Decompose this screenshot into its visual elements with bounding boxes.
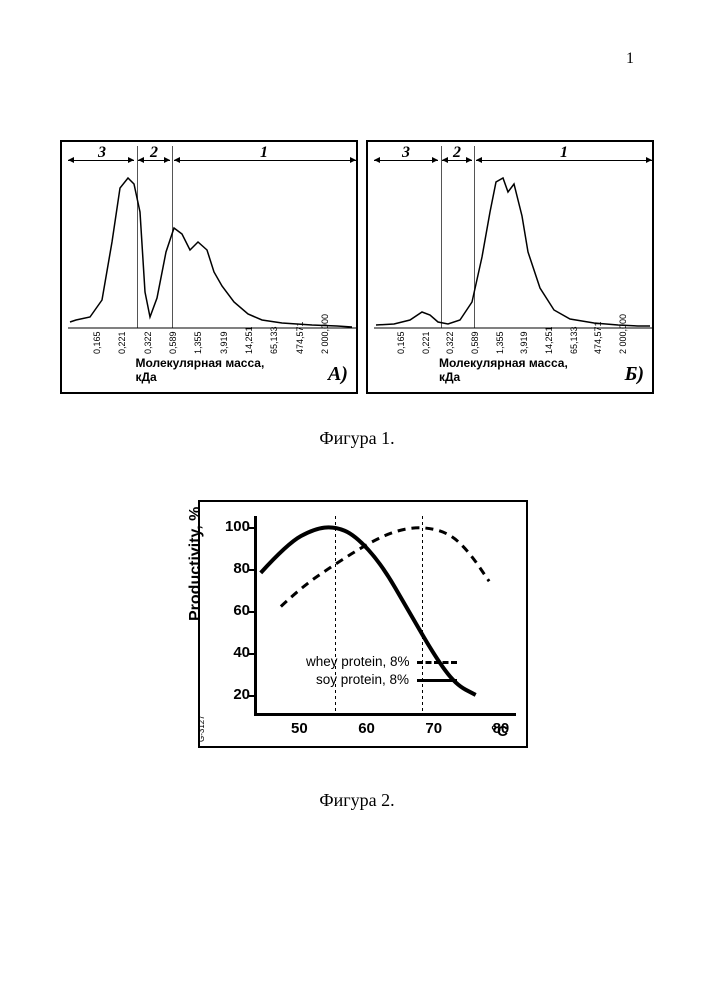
fig2-ytick: 20 bbox=[216, 686, 250, 703]
fig2-series-soy bbox=[261, 527, 476, 695]
x-tick: 2 000,000 bbox=[618, 314, 628, 354]
fig2-ytick: 80 bbox=[216, 560, 250, 577]
x-tick: 65,133 bbox=[269, 326, 279, 354]
legend-whey: whey protein, 8% bbox=[306, 654, 457, 669]
g-3127-label: G-3127 bbox=[197, 715, 206, 742]
fig2-ytick: 60 bbox=[216, 602, 250, 619]
fig2-xtick: 60 bbox=[358, 720, 375, 737]
legend-whey-line bbox=[417, 661, 457, 664]
x-tick: 0,589 bbox=[168, 331, 178, 354]
fig2-series-whey bbox=[281, 528, 489, 607]
legend-soy: soy protein, 8% bbox=[316, 672, 457, 687]
legend-soy-line bbox=[417, 679, 457, 682]
x-tick: 474,571 bbox=[295, 321, 305, 354]
panel-label-a: А) bbox=[328, 363, 348, 386]
fig2-ytick-mark bbox=[249, 695, 255, 697]
figure1-caption: Фигура 1. bbox=[319, 428, 394, 449]
x-axis-label-a: Молекулярная масса, кДа bbox=[135, 356, 282, 384]
x-ticks-a: 0,165 0,221 0,322 0,589 1,355 3,919 14,251 65,1… bbox=[62, 274, 356, 354]
x-tick: 2 000,000 bbox=[320, 314, 330, 354]
figure1: 3 2 1 0,1650,2210,3220,5891,3553,91914,2… bbox=[60, 140, 654, 394]
fig2-ytick-mark bbox=[249, 611, 255, 613]
x-tick: 14,251 bbox=[544, 326, 554, 354]
fig2-ytick-mark bbox=[249, 653, 255, 655]
figure2-caption: Фигура 2. bbox=[319, 790, 394, 811]
fig2-x-unit: °C bbox=[491, 723, 508, 740]
legend-soy-text: soy protein, 8% bbox=[316, 672, 409, 687]
figure2: Productivity, % whey protein, 8% soy pro… bbox=[198, 500, 528, 748]
chart-panel-a: 3 2 1 0,1650,2210,3220,5891,3553,91914,2… bbox=[60, 140, 358, 394]
x-tick: 3,919 bbox=[519, 331, 529, 354]
fig2-ylabel: Productivity, % bbox=[187, 507, 205, 621]
fig2-ytick: 40 bbox=[216, 644, 250, 661]
x-tick: 474,571 bbox=[593, 321, 603, 354]
x-tick: 0,221 bbox=[421, 331, 431, 354]
page-number: 1 bbox=[626, 50, 634, 68]
x-tick: 1,355 bbox=[495, 331, 505, 354]
panel-label-b: Б) bbox=[625, 363, 644, 386]
x-tick: 65,133 bbox=[569, 326, 579, 354]
chart-panel-b: 3 2 1 0,1650,2210,3220,5891,3553,91914,2… bbox=[366, 140, 654, 394]
x-tick: 3,919 bbox=[219, 331, 229, 354]
x-tick: 0,589 bbox=[470, 331, 480, 354]
fig2-plot-area: whey protein, 8% soy protein, 8% bbox=[254, 516, 516, 716]
legend-whey-text: whey protein, 8% bbox=[306, 654, 410, 669]
fig2-xtick: 50 bbox=[291, 720, 308, 737]
fig2-xtick: 70 bbox=[425, 720, 442, 737]
x-tick: 0,322 bbox=[143, 331, 153, 354]
x-axis-label-b: Молекулярная масса, кДа bbox=[439, 356, 581, 384]
x-ticks-b: 0,165 0,221 0,322 0,589 1,355 3,919 14,251 65,1… bbox=[368, 274, 652, 354]
x-tick: 1,355 bbox=[193, 331, 203, 354]
fig2-ytick-mark bbox=[249, 527, 255, 529]
x-tick: 0,165 bbox=[396, 331, 406, 354]
x-tick: 0,221 bbox=[117, 331, 127, 354]
x-tick: 0,322 bbox=[445, 331, 455, 354]
fig2-ytick: 100 bbox=[216, 518, 250, 535]
x-tick: 0,165 bbox=[92, 331, 102, 354]
x-tick: 14,251 bbox=[244, 326, 254, 354]
fig2-ytick-mark bbox=[249, 569, 255, 571]
